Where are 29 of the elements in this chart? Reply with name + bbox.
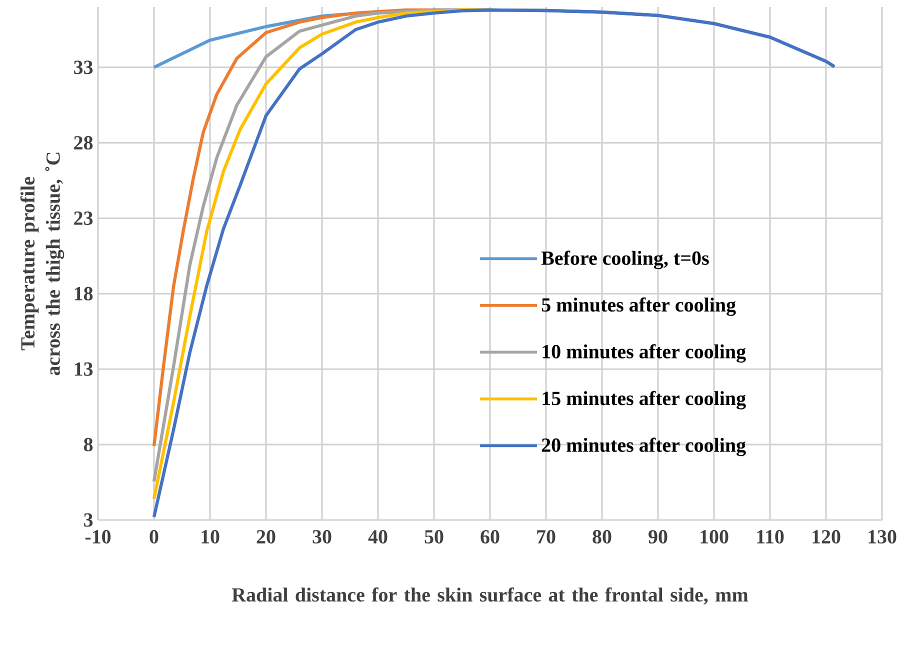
x-tick-label: 90 <box>648 530 668 544</box>
x-tick-label: 50 <box>424 530 444 544</box>
legend-label: Before cooling, t=0s <box>541 250 709 270</box>
x-tick-label: 60 <box>480 530 500 544</box>
legend-label: 20 minutes after cooling <box>542 438 746 456</box>
y-tick-label: 28 <box>74 136 93 150</box>
x-tick-label: 30 <box>312 530 332 544</box>
x-tick-label: 10 <box>202 530 220 544</box>
y-tick-label: 18 <box>74 286 93 300</box>
y-axis-title: Temperature profile across the thigh tissue, ˚C <box>20 152 64 376</box>
x-tick-label: -10 <box>85 530 111 544</box>
x-tick-label: 70 <box>537 530 556 544</box>
x-tick-label: 110 <box>757 530 784 544</box>
y-tick-label: 3 <box>84 513 93 527</box>
x-tick-label: 0 <box>150 530 158 544</box>
x-tick-label: 120 <box>812 530 840 544</box>
x-tick-label: 20 <box>256 530 276 544</box>
legend-label: 15 minutes after cooling <box>542 390 746 410</box>
x-axis-title: Radial distance for the skin surface at the frontal side, mm <box>232 587 748 605</box>
legend-label: 5 minutes after cooling <box>542 297 736 316</box>
x-tick-label: 80 <box>592 530 612 544</box>
y-tick-label: 13 <box>74 362 93 376</box>
legend-label: 10 minutes after cooling <box>542 344 746 363</box>
y-tick-label: 8 <box>84 438 93 452</box>
x-tick-label: 100 <box>700 530 728 544</box>
x-tick-label: 130 <box>868 530 896 544</box>
y-tick-label: 23 <box>74 212 93 225</box>
x-tick-label: 40 <box>368 530 388 544</box>
y-tick-label: 33 <box>74 60 93 74</box>
